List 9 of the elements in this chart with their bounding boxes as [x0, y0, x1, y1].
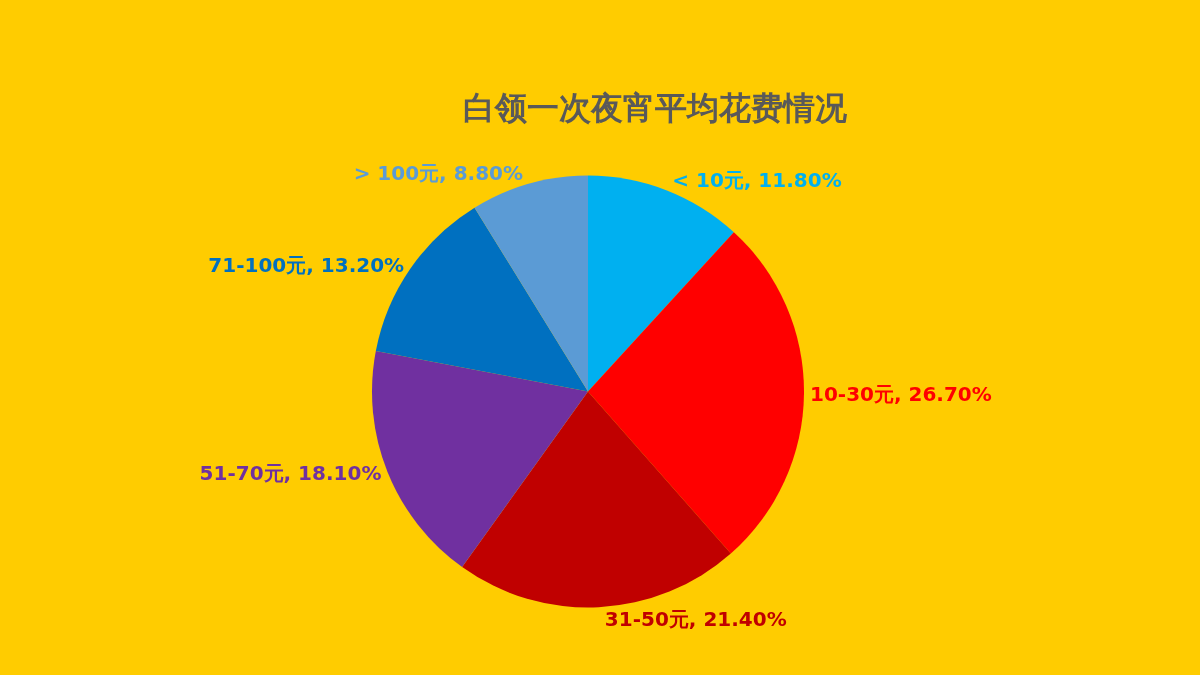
pie-slice — [462, 391, 731, 608]
slice-label: > 100元, 8.80% — [353, 160, 524, 185]
slice-label: 71-100元, 13.20% — [208, 253, 405, 278]
slice-label: 10-30元, 26.70% — [809, 381, 992, 406]
slice-label: 51-70元, 18.10% — [199, 461, 382, 486]
chart-title: 白领一次夜宵平均花费情况 — [463, 89, 849, 128]
pie-slice — [588, 232, 804, 554]
slice-label: < 10元, 11.80% — [672, 167, 842, 192]
slice-label: 31-50元, 21.40% — [604, 607, 787, 632]
